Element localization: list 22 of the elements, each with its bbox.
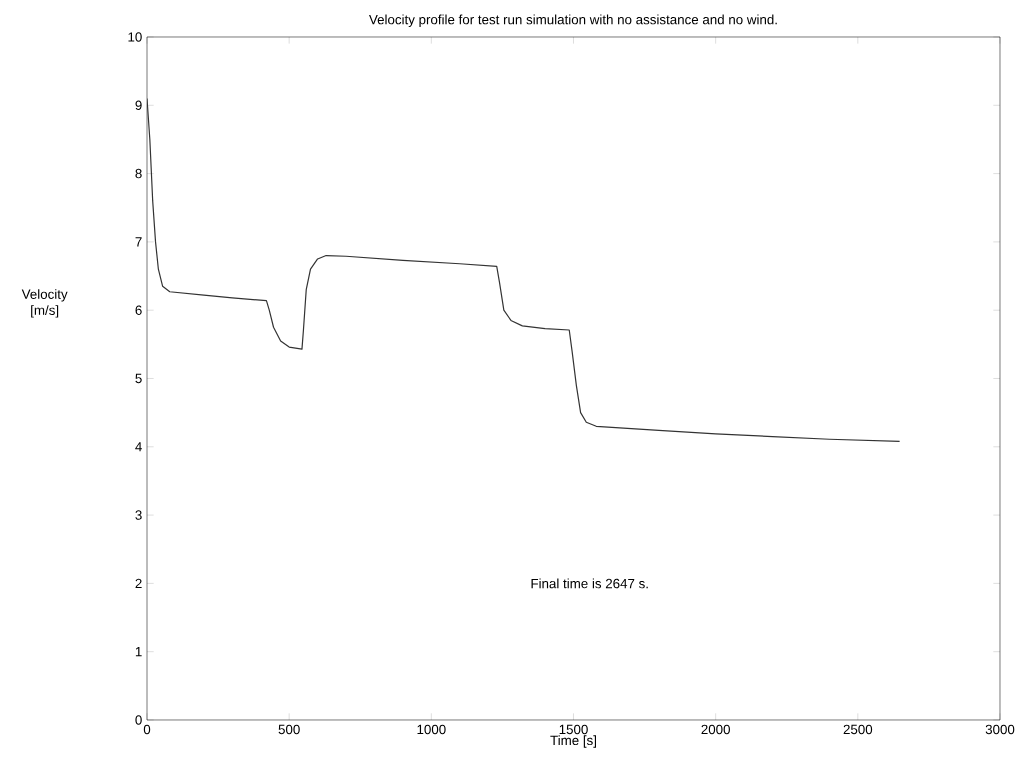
y-tick-label: 9 — [135, 100, 142, 110]
x-tick-label: 2000 — [701, 724, 730, 735]
y-tick-label: 2 — [135, 578, 142, 589]
annotation: Final time is 2647 s. — [531, 578, 648, 589]
x-tick-label: 0 — [143, 724, 151, 735]
x-tick-label: 3000 — [985, 724, 1015, 735]
x-tick-label: 2500 — [843, 724, 873, 735]
chart-title: Velocity profile for test run simulation with no assistance and no wind. — [369, 14, 777, 27]
y-tick-label: 1 — [135, 647, 142, 657]
y-tick-label: 6 — [135, 305, 142, 315]
x-axis-title: Time [s] — [550, 735, 596, 748]
x-tick-label: 500 — [278, 724, 300, 735]
y-axis-title: Velocity [m/s] — [21, 289, 68, 318]
y-tick-label: 10 — [128, 32, 142, 42]
y-tick-label: 5 — [135, 373, 142, 384]
x-tick-label: 1500 — [559, 724, 588, 735]
y-tick-label: 4 — [135, 442, 142, 452]
y-tick-label: 3 — [135, 510, 142, 520]
y-tick-label: 8 — [135, 168, 142, 179]
y-tick-label: 7 — [135, 237, 142, 247]
y-tick-label: 0 — [135, 715, 142, 725]
x-tick-label: 1000 — [417, 724, 446, 735]
